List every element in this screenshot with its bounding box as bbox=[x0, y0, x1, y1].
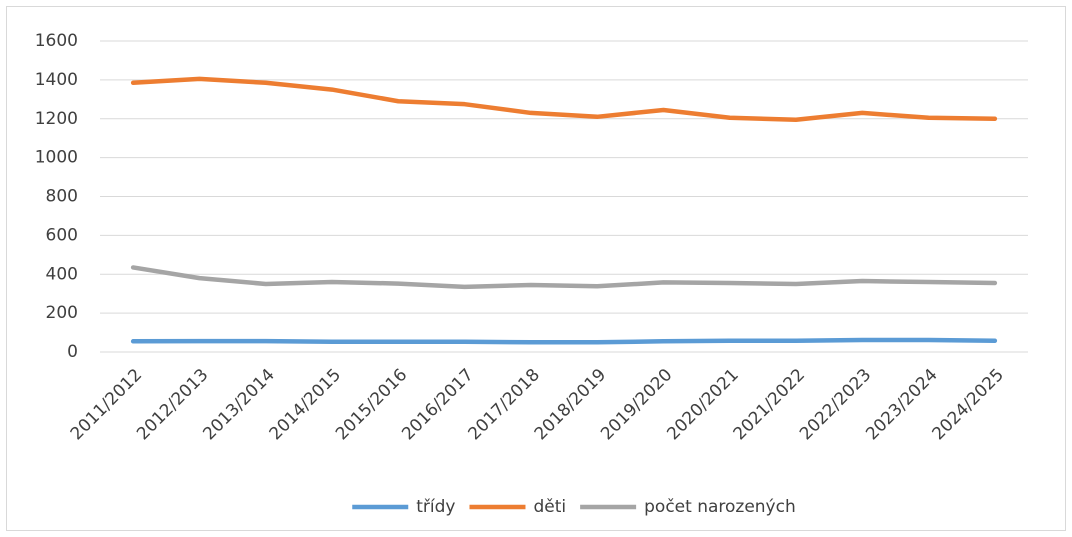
legend-label: počet narozených bbox=[644, 497, 796, 517]
series-line bbox=[130, 337, 998, 345]
y-tick-label: 200 bbox=[46, 303, 78, 323]
y-tick-label: 1400 bbox=[35, 70, 78, 90]
chart-frame bbox=[6, 6, 1066, 531]
legend-label: třídy bbox=[416, 497, 455, 517]
legend-label: děti bbox=[533, 497, 566, 517]
y-tick-label: 800 bbox=[46, 187, 78, 207]
y-tick-label: 1000 bbox=[35, 148, 78, 168]
y-tick-label: 1600 bbox=[35, 31, 78, 51]
series-line bbox=[130, 265, 998, 290]
legend: třídy děti počet narozených bbox=[352, 497, 796, 517]
series-line bbox=[130, 76, 998, 122]
y-tick-label: 400 bbox=[46, 264, 78, 284]
y-tick-label: 600 bbox=[46, 225, 78, 245]
y-tick-label: 1200 bbox=[35, 109, 78, 129]
y-tick-label: 0 bbox=[67, 342, 78, 362]
